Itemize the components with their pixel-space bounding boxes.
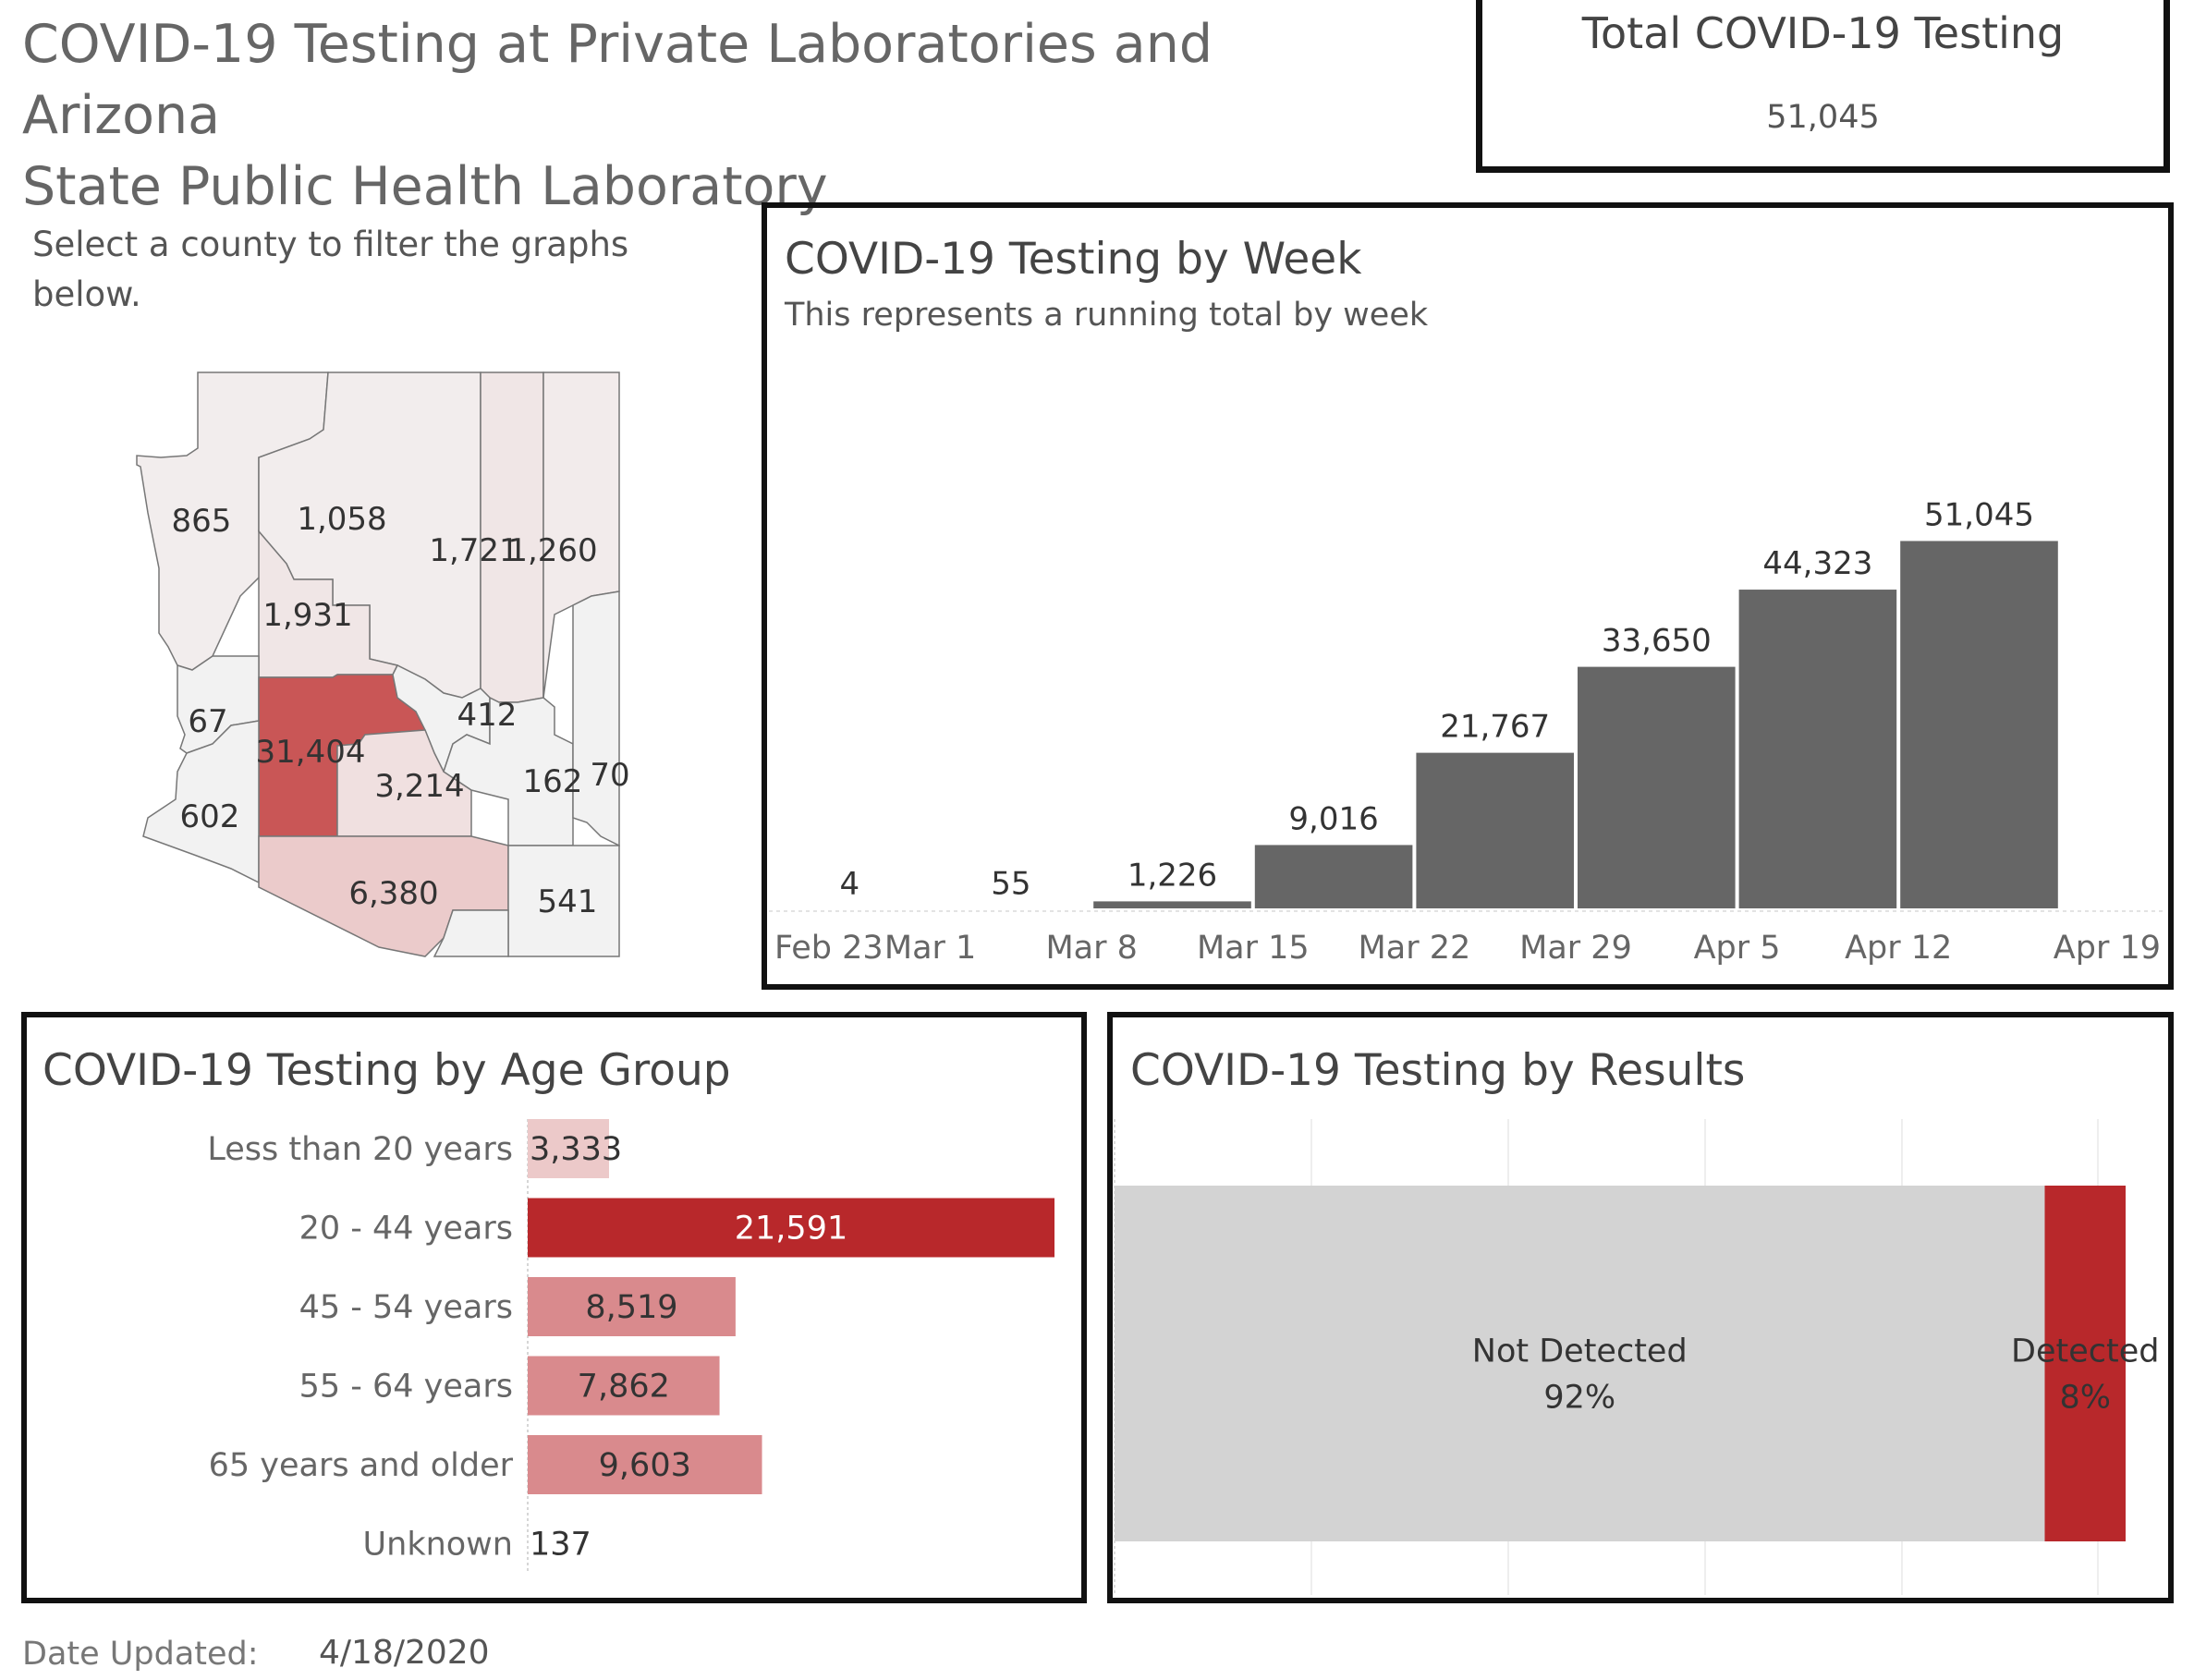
age-chart-title: COVID-19 Testing by Age Group bbox=[43, 1045, 731, 1096]
week-bar-label: 51,045 bbox=[1924, 496, 2034, 533]
county-label-cochise: 541 bbox=[538, 883, 598, 920]
week-bar-label: 55 bbox=[991, 866, 1030, 903]
county-label-mohave: 865 bbox=[172, 503, 232, 540]
county-santa-cruz[interactable] bbox=[433, 909, 509, 957]
age-bar-label: 21,591 bbox=[735, 1211, 847, 1248]
page-title-line-2: State Public Health Laboratory bbox=[22, 156, 828, 217]
page-title: COVID-19 Testing at Private Laboratories… bbox=[22, 9, 1408, 223]
age-category-label: 55 - 64 years bbox=[299, 1369, 513, 1406]
county-label-coconino: 1,058 bbox=[297, 501, 386, 538]
age-category-label: 20 - 44 years bbox=[299, 1211, 513, 1248]
age-category-label: 65 years and older bbox=[209, 1447, 514, 1484]
week-bar-label: 4 bbox=[839, 866, 859, 903]
results-percent-label: 92% bbox=[1543, 1380, 1615, 1417]
age-bar[interactable] bbox=[528, 1119, 609, 1178]
week-bar[interactable] bbox=[1898, 539, 2060, 910]
week-x-tick: Apr 5 bbox=[1694, 930, 1781, 967]
week-bar[interactable] bbox=[1252, 843, 1415, 910]
county-label-pima: 6,380 bbox=[348, 875, 438, 912]
county-label-apache: 1,260 bbox=[507, 532, 597, 569]
week-bar-label: 21,767 bbox=[1440, 709, 1550, 746]
results-chart-title: COVID-19 Testing by Results bbox=[1130, 1045, 1746, 1096]
results-category-label: Not Detected bbox=[1472, 1333, 1688, 1370]
total-testing-title: Total COVID-19 Testing bbox=[1581, 8, 2065, 58]
county-label-gila: 412 bbox=[457, 697, 518, 734]
week-x-tick: Mar 15 bbox=[1197, 930, 1310, 967]
week-x-tick: Apr 12 bbox=[1845, 930, 1952, 967]
age-bar-label: 137 bbox=[530, 1527, 591, 1564]
county-label-la-paz: 67 bbox=[188, 703, 227, 740]
week-bar[interactable] bbox=[1737, 588, 1899, 910]
results-not-detected-bar[interactable] bbox=[1115, 1186, 2045, 1541]
age-category-label: Unknown bbox=[363, 1527, 513, 1564]
age-bar-label: 8,519 bbox=[585, 1289, 677, 1326]
results-percent-label: 8% bbox=[2059, 1380, 2111, 1417]
county-label-yuma: 602 bbox=[180, 798, 240, 835]
age-bar-label: 7,862 bbox=[578, 1369, 670, 1406]
results-detected-bar[interactable] bbox=[2044, 1186, 2126, 1541]
week-x-tick: Feb 23 bbox=[774, 930, 884, 967]
age-bar[interactable] bbox=[528, 1277, 736, 1336]
week-bar[interactable] bbox=[1091, 899, 1253, 911]
week-x-tick: Apr 19 bbox=[2054, 930, 2161, 967]
county-label-pinal: 3,214 bbox=[374, 768, 464, 805]
week-chart-title: COVID-19 Testing by Week bbox=[785, 234, 1362, 285]
results-category-label: Detected bbox=[2011, 1333, 2159, 1370]
county-label-navajo: 1,721 bbox=[429, 532, 518, 569]
week-x-tick: Mar 29 bbox=[1519, 930, 1632, 967]
testing-by-week-panel: 4 55 1,226 9,016 21,767 33,650 44,323 51,045 Feb… bbox=[762, 202, 2174, 990]
testing-by-results-panel: Not Detected 92% Detected 8% COVID-19 Testi… bbox=[1107, 1012, 2174, 1603]
total-testing-value: 51,045 bbox=[1766, 99, 1880, 136]
county-label-greenlee: 70 bbox=[590, 757, 629, 794]
age-bar-label: 3,333 bbox=[530, 1131, 622, 1168]
total-testing-card: Total COVID-19 Testing 51,045 bbox=[1476, 0, 2170, 173]
week-bar[interactable] bbox=[1414, 750, 1577, 911]
testing-by-age-panel: Less than 20 years 3,333 20 - 44 years 21,5… bbox=[21, 1012, 1087, 1603]
age-bar[interactable] bbox=[528, 1356, 720, 1416]
date-updated-label: Date Updated: bbox=[22, 1636, 259, 1673]
testing-by-week-chart: 4 55 1,226 9,016 21,767 33,650 44,323 51,045 Feb… bbox=[769, 496, 2163, 967]
page-title-line-1: COVID-19 Testing at Private Laboratories… bbox=[22, 14, 1213, 146]
week-bar-label: 33,650 bbox=[1602, 623, 1712, 660]
age-bar[interactable] bbox=[528, 1435, 762, 1494]
testing-by-results-chart: Not Detected 92% Detected 8% bbox=[1114, 1119, 2159, 1595]
arizona-county-map: 865 1,058 1,721 1,260 1,931 67 31,404 41… bbox=[120, 365, 647, 975]
week-x-tick: Mar 1 bbox=[884, 930, 976, 967]
county-label-graham: 162 bbox=[523, 763, 583, 800]
testing-by-age-chart: Less than 20 years 3,333 20 - 44 years 21,5… bbox=[207, 1119, 1054, 1572]
county-filter-hint: Select a county to filter the graphs bel… bbox=[32, 225, 629, 314]
age-bar[interactable] bbox=[528, 1198, 1054, 1258]
county-label-yavapai: 1,931 bbox=[262, 597, 352, 634]
age-category-label: Less than 20 years bbox=[207, 1131, 513, 1168]
county-label-maricopa: 31,404 bbox=[256, 734, 366, 771]
week-x-tick: Mar 8 bbox=[1045, 930, 1137, 967]
age-bar-label: 9,603 bbox=[599, 1447, 691, 1484]
week-bar[interactable] bbox=[1576, 664, 1737, 910]
county-greenlee[interactable] bbox=[572, 590, 620, 847]
date-updated-value: 4/18/2020 bbox=[319, 1634, 490, 1672]
age-category-label: 45 - 54 years bbox=[299, 1289, 513, 1326]
county-map-svg: 865 1,058 1,721 1,260 1,931 67 31,404 41… bbox=[136, 371, 630, 957]
week-bar-label: 44,323 bbox=[1762, 545, 1872, 582]
week-bar-label: 1,226 bbox=[1127, 857, 1217, 894]
week-x-tick: Mar 22 bbox=[1359, 930, 1471, 967]
week-bar-label: 9,016 bbox=[1288, 800, 1378, 837]
county-labels: 865 1,058 1,721 1,260 1,931 67 31,404 41… bbox=[172, 501, 630, 920]
week-chart-subtitle: This represents a running total by week bbox=[785, 297, 1429, 334]
